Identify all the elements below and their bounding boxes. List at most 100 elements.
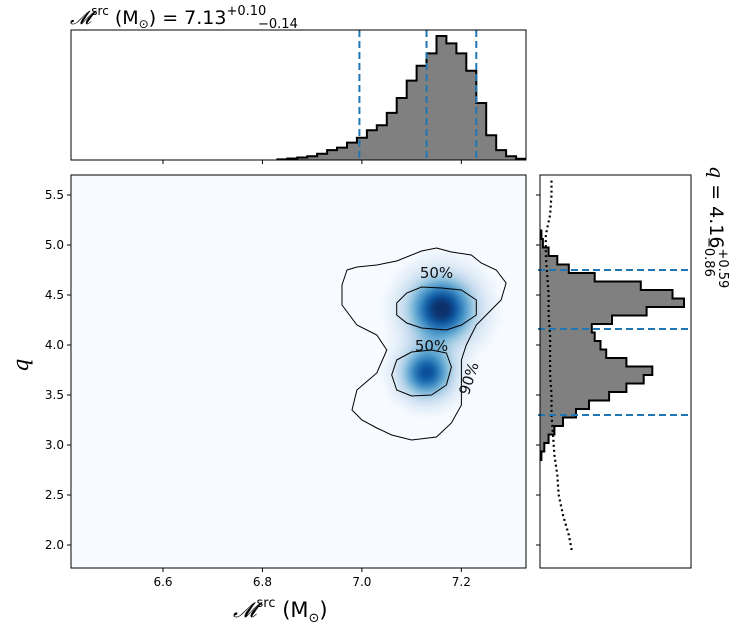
density-cell (401, 290, 407, 296)
density-cell (446, 355, 452, 361)
density-cell (436, 260, 442, 266)
density-cell (456, 255, 462, 261)
q-prior-dotted-line (544, 180, 573, 551)
density-cell (426, 375, 432, 381)
density-cell (476, 300, 482, 306)
density-cell (476, 335, 482, 341)
density-cell (411, 265, 417, 271)
density-cell (461, 395, 467, 401)
density-cell (391, 280, 397, 286)
density-cell (446, 310, 452, 316)
density-cell (486, 285, 492, 291)
density-cell (481, 295, 487, 301)
top-title-sup: src (91, 4, 109, 18)
density-cell (451, 310, 457, 316)
density-cell (386, 290, 392, 296)
density-cell (426, 310, 432, 316)
density-cell (391, 275, 397, 281)
density-cell (421, 260, 427, 266)
contours (341, 247, 507, 441)
density-cell (426, 325, 432, 331)
density-cell (451, 280, 457, 286)
density-cell (406, 295, 412, 301)
density-cell (481, 300, 487, 306)
density-cell (406, 375, 412, 381)
density-cell (416, 395, 422, 401)
density-cell (401, 365, 407, 371)
density-cell (396, 340, 402, 346)
density-cell (416, 380, 422, 386)
density-cell (396, 360, 402, 366)
density-cell (496, 320, 502, 326)
density-cell (456, 340, 462, 346)
density-cell (396, 335, 402, 341)
density-cell (401, 275, 407, 281)
density-cell (436, 375, 442, 381)
density-cell (421, 380, 427, 386)
right-title-minus: −0.86 (701, 237, 716, 277)
density-cell (456, 290, 462, 296)
density-cell (441, 400, 447, 406)
density-cell (401, 270, 407, 276)
contour-label: 50% (415, 337, 448, 355)
density-cell (396, 330, 402, 336)
density-cell (411, 290, 417, 296)
density-cell (381, 375, 387, 381)
density-cell (421, 370, 427, 376)
density-cell (486, 300, 492, 306)
density-cell (406, 370, 412, 376)
density-cell (396, 370, 402, 376)
density-cell (411, 365, 417, 371)
density-cell (461, 285, 467, 291)
density-cell (441, 300, 447, 306)
density-cell (416, 330, 422, 336)
density-cell (386, 375, 392, 381)
density-cell (426, 365, 432, 371)
density-cell (436, 390, 442, 396)
density-cell (386, 345, 392, 351)
contour-50-lower (391, 349, 452, 397)
density-cell (431, 335, 437, 341)
density-cell (411, 380, 417, 386)
density-cell (446, 390, 452, 396)
density-cell (421, 335, 427, 341)
density-cell (406, 405, 412, 411)
density-cell (416, 270, 422, 276)
density-cell (396, 380, 402, 386)
density-cell (391, 340, 397, 346)
density-cell (476, 270, 482, 276)
density-cell (431, 275, 437, 281)
density-cell (471, 330, 477, 336)
y-axis-label: q (9, 359, 33, 372)
y-tick-label: 4.5 (45, 288, 64, 302)
density-cell (431, 260, 437, 266)
top-panel-frame (70, 29, 527, 161)
density-cell (426, 335, 432, 341)
density-cell (486, 325, 492, 331)
density-cell (401, 370, 407, 376)
density-cell (406, 395, 412, 401)
density-cell (451, 265, 457, 271)
density-cell (421, 385, 427, 391)
density-cell (426, 355, 432, 361)
density-cell (466, 255, 472, 261)
density-cell (396, 345, 402, 351)
density-cell (456, 320, 462, 326)
density-cell (416, 255, 422, 261)
density-cell (431, 350, 437, 356)
density-cell (446, 275, 452, 281)
density-cell (446, 405, 452, 411)
density-cell (451, 290, 457, 296)
density-cell (491, 290, 497, 296)
density-cell (491, 285, 497, 291)
density-cell (436, 325, 442, 331)
density-cell (436, 265, 442, 271)
density-cell (446, 345, 452, 351)
density-cell (451, 380, 457, 386)
density-cell (421, 360, 427, 366)
density-cell (441, 345, 447, 351)
density-cell (486, 330, 492, 336)
density-cell (451, 395, 457, 401)
density-cell (461, 355, 467, 361)
density-cell (456, 265, 462, 271)
